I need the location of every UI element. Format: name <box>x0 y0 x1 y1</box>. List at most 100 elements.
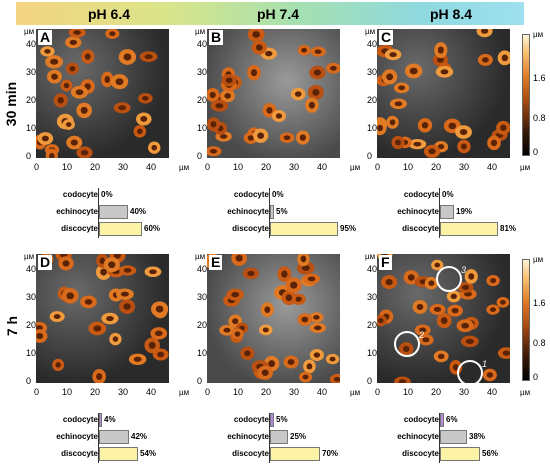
y-tick-label: 10 <box>367 348 378 358</box>
cell-center <box>389 119 396 126</box>
ph-label-8-4: pH 8.4 <box>430 6 473 22</box>
y-tick-label: 40 <box>197 39 208 49</box>
shape-distribution-chart: codocyte 0% echinocyte 19% discocyte 81% <box>397 184 543 240</box>
cell-center <box>250 69 258 77</box>
cell-center <box>215 103 224 109</box>
cell-center <box>247 135 255 141</box>
category-label-discocyte: discocyte <box>61 449 98 458</box>
y-tick-label: 0 <box>26 376 32 386</box>
x-tick-label: 40 <box>317 162 328 172</box>
bar-axis <box>98 413 99 463</box>
ph-gradient-header <box>16 2 524 25</box>
afm-image-panel: C <box>377 29 510 158</box>
x-tick-label: 0 <box>375 387 381 397</box>
y-tick-label: 30 <box>197 67 208 77</box>
height-colorbar <box>522 34 530 156</box>
cell-image <box>207 29 340 157</box>
y-tick-label: 10 <box>26 348 37 358</box>
cell-center <box>482 57 489 63</box>
cell-center <box>306 363 313 370</box>
cell-center <box>157 351 165 358</box>
x-tick-label: 0 <box>34 162 40 172</box>
cell-center <box>50 58 59 65</box>
cell-center <box>123 53 132 61</box>
y-axis-unit: µм <box>195 27 206 36</box>
cell-center <box>314 49 322 54</box>
bar-value-discocyte: 81% <box>500 224 517 233</box>
cell-center <box>140 116 148 122</box>
x-tick-label: 30 <box>459 162 470 172</box>
y-tick-label: 0 <box>367 151 373 161</box>
cell-center <box>123 303 131 310</box>
bar-axis <box>439 413 440 463</box>
category-label-discocyte: discocyte <box>402 449 439 458</box>
bar-value-codocyte: 4% <box>104 415 116 424</box>
annotation-circle <box>436 266 462 292</box>
cell-center <box>70 139 78 146</box>
x-tick-label: 40 <box>146 162 157 172</box>
cell-center <box>468 273 475 280</box>
annotation-label: 2 <box>418 330 424 340</box>
cell-center <box>65 122 72 127</box>
bar-echinocyte <box>270 205 274 219</box>
y-axis-unit: µм <box>365 252 376 261</box>
colorbar-tick: 0 <box>533 147 539 157</box>
cell-center <box>500 299 506 305</box>
bar-axis <box>269 413 270 463</box>
cell-center <box>53 314 61 320</box>
cell-center <box>398 85 406 91</box>
bar-axis <box>98 188 99 238</box>
bar-echinocyte <box>440 205 454 219</box>
bar-codocyte <box>440 413 444 427</box>
x-axis-unit: µм <box>179 163 190 172</box>
bar-value-codocyte: 6% <box>446 415 458 424</box>
cell-image: 3 2 1 <box>377 254 510 383</box>
bar-axis <box>439 188 440 238</box>
x-tick-label: 40 <box>317 387 328 397</box>
y-tick-label: 30 <box>197 292 208 302</box>
cell-center <box>301 264 310 271</box>
cell-center <box>265 50 273 57</box>
cell-center <box>299 134 306 141</box>
y-tick-label: 20 <box>26 320 37 330</box>
cell-center <box>106 315 114 322</box>
y-axis-unit: µм <box>24 27 35 36</box>
bar-value-discocyte: 95% <box>340 224 357 233</box>
cell-center <box>486 372 494 378</box>
cell-center <box>502 350 510 356</box>
category-label-echinocyte: echinocyte <box>227 432 269 441</box>
cell-center <box>120 291 129 297</box>
y-tick-label: 40 <box>367 39 378 49</box>
y-tick-label: 40 <box>26 264 37 274</box>
cell-center <box>244 350 251 357</box>
cell-center <box>490 278 497 284</box>
colorbar-tick: 0.8 <box>533 113 546 123</box>
bar-value-discocyte: 56% <box>482 449 499 458</box>
cell-image <box>36 254 169 383</box>
shape-distribution-chart: codocyte 0% echinocyte 40% discocyte 60% <box>56 184 202 240</box>
category-label-codocyte: codocyte <box>403 190 439 199</box>
cell-center <box>389 52 397 58</box>
colorbar-tick: 1.6 <box>533 298 546 308</box>
cell-center <box>312 89 320 96</box>
cell-center <box>287 359 295 365</box>
afm-image-panel: 3 2 1 F <box>377 254 510 383</box>
cell-center <box>144 54 153 60</box>
y-tick-label: 10 <box>367 123 378 133</box>
x-tick-label: 0 <box>375 162 381 172</box>
bar-value-echinocyte: 38% <box>469 432 486 441</box>
cell-center <box>433 306 442 312</box>
y-axis-unit: µм <box>24 252 35 261</box>
x-tick-label: 30 <box>118 387 129 397</box>
bar-value-echinocyte: 5% <box>276 207 288 216</box>
cell-center <box>149 269 157 275</box>
cell-center <box>108 261 116 269</box>
y-tick-label: 10 <box>197 123 208 133</box>
annotation-label: 1 <box>482 359 487 369</box>
bar-value-codocyte: 0% <box>101 190 113 199</box>
cell-center <box>118 105 126 111</box>
cell-center <box>489 307 497 312</box>
cell-center <box>481 29 489 34</box>
cell-center <box>209 149 218 154</box>
cell-center <box>75 89 84 96</box>
